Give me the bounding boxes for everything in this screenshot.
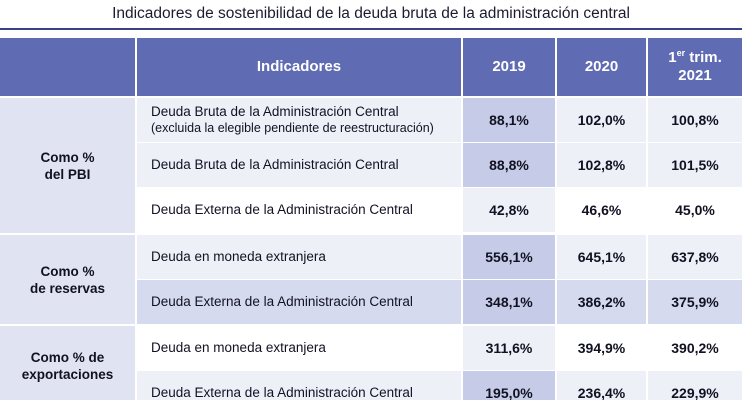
table-row-indicator: Deuda Externa de la Administración Centr… [137,280,461,324]
cell-2019: 88,8% [463,143,555,187]
header-q-word: trim. [689,49,722,66]
cell-2020: 645,1% [557,235,646,279]
header-q-sup: er [676,48,686,58]
cell-2019: 556,1% [463,235,555,279]
cell-2020: 102,8% [557,143,646,187]
header-blank [0,38,135,96]
cell-2021: 390,2% [648,326,742,370]
header-indicadores: Indicadores [137,38,461,96]
header-2020: 2020 [557,38,646,96]
table-row-indicator: Deuda Bruta de la Administración Central [137,143,461,187]
table-row-indicator: Deuda Externa de la Administración Centr… [137,188,461,232]
table-row-indicator: Deuda Externa de la Administración Centr… [137,371,461,400]
header-q-prefix: 1 [668,49,677,66]
cell-2020: 386,2% [557,280,646,324]
table-row-indicator: Deuda en moneda extranjera [137,235,461,279]
cell-2021: 637,8% [648,235,742,279]
cell-2019: 348,1% [463,280,555,324]
group-label-exportaciones: Como % de exportaciones [0,326,135,400]
cell-2021: 375,9% [648,280,742,324]
indicators-table: Indicadores 2019 2020 1er trim. 2021 Com… [0,30,742,400]
cell-2020: 46,6% [557,188,646,232]
header-q-year: 2021 [678,67,712,84]
group-label-pbi: Como % del PBI [0,98,135,233]
table-row-indicator: Deuda Bruta de la Administración Central… [137,98,461,142]
table-row-indicator: Deuda en moneda extranjera [137,326,461,370]
cell-2020: 102,0% [557,98,646,142]
cell-2019: 311,6% [463,326,555,370]
cell-2019: 195,0% [463,371,555,400]
title-divider [0,28,742,30]
cell-2020: 394,9% [557,326,646,370]
cell-2020: 236,4% [557,371,646,400]
cell-2021: 100,8% [648,98,742,142]
table-title: Indicadores de sostenibilidad de la deud… [0,0,742,28]
cell-2019: 88,1% [463,98,555,142]
header-2019: 2019 [463,38,555,96]
header-1st-quarter-2021: 1er trim. 2021 [648,38,742,96]
group-label-reservas: Como % de reservas [0,235,135,324]
cell-2021: 229,9% [648,371,742,400]
cell-2019: 42,8% [463,188,555,232]
cell-2021: 101,5% [648,143,742,187]
cell-2021: 45,0% [648,188,742,232]
